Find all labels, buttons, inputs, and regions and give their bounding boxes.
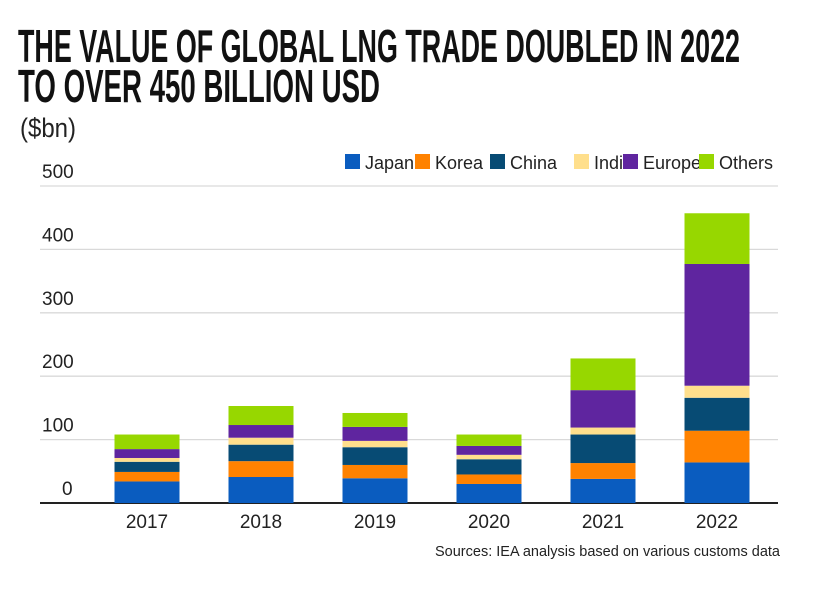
bar-segment-korea-2019 <box>342 464 408 479</box>
bar-segment-japan-2022 <box>684 462 750 503</box>
x-tick-label: 2021 <box>582 512 624 533</box>
bar-segment-europe-2022 <box>684 263 750 386</box>
chart-title-line2: TO OVER 450 BILLION USD <box>18 60 380 112</box>
bar-segment-india-2019 <box>342 440 408 448</box>
bar-segment-india-2020 <box>456 454 522 460</box>
bar-segment-korea-2017 <box>114 471 180 482</box>
bar-segment-china-2022 <box>684 397 750 431</box>
bar-segment-japan-2018 <box>228 477 294 503</box>
legend-swatch <box>574 154 589 169</box>
y-axis-unit: ($bn) <box>20 113 76 143</box>
source-note: Sources: IEA analysis based on various c… <box>435 543 781 560</box>
bar-stack-2021 <box>570 358 636 503</box>
legend-swatch <box>490 154 505 169</box>
bar-segment-japan-2021 <box>570 478 636 503</box>
bar-stack-2022 <box>684 213 750 503</box>
bar-segment-china-2020 <box>456 459 522 475</box>
x-tick-label: 2020 <box>468 512 510 533</box>
x-tick-label: 2019 <box>354 512 396 533</box>
bar-segment-others-2022 <box>684 213 750 264</box>
bar-segment-europe-2019 <box>342 426 408 441</box>
bar-segment-korea-2018 <box>228 461 294 478</box>
bar-segment-others-2020 <box>456 434 522 446</box>
y-tick-label: 200 <box>42 352 74 373</box>
bar-segment-others-2018 <box>228 405 294 426</box>
bar-segment-india-2021 <box>570 427 636 435</box>
bar-segment-europe-2018 <box>228 425 294 438</box>
bar-segment-korea-2020 <box>456 474 522 484</box>
bar-segment-japan-2017 <box>114 481 180 503</box>
bar-stack-2020 <box>456 434 522 503</box>
chart-title: THE VALUE OF GLOBAL LNG TRADE DOUBLED IN… <box>18 20 740 72</box>
bar-segment-india-2022 <box>684 385 750 398</box>
bar-segment-china-2018 <box>228 444 294 462</box>
legend-label: Europe <box>643 153 701 173</box>
bar-segment-others-2019 <box>342 412 408 427</box>
bar-segment-others-2017 <box>114 434 180 450</box>
bar-segment-china-2021 <box>570 434 636 464</box>
y-tick-label: 0 <box>62 479 73 500</box>
legend-swatch <box>623 154 638 169</box>
y-tick-label: 400 <box>42 225 74 246</box>
bar-segment-korea-2021 <box>570 463 636 479</box>
legend-swatch <box>345 154 360 169</box>
legend-label: Others <box>719 153 773 173</box>
bar-segment-japan-2019 <box>342 478 408 503</box>
x-tick-label: 2018 <box>240 512 282 533</box>
bar-segment-korea-2022 <box>684 430 750 463</box>
y-tick-label: 300 <box>42 289 74 310</box>
bar-segment-china-2017 <box>114 461 180 472</box>
legend-swatch <box>415 154 430 169</box>
legend-swatch <box>699 154 714 169</box>
legend-label: China <box>510 153 558 173</box>
bar-segment-others-2021 <box>570 358 636 391</box>
legend-label: Japan <box>365 153 414 173</box>
bar-segment-india-2017 <box>114 457 180 462</box>
bar-stack-2019 <box>342 412 408 503</box>
bar-segment-india-2018 <box>228 437 294 445</box>
bar-stack-2017 <box>114 434 180 503</box>
x-tick-label: 2022 <box>696 512 738 533</box>
legend-item-japan: Japan <box>345 153 414 173</box>
bar-segment-europe-2017 <box>114 449 180 458</box>
y-tick-label: 500 <box>42 162 74 183</box>
bar-stack-2018 <box>228 405 294 503</box>
legend-item-china: China <box>490 153 558 173</box>
y-tick-label: 100 <box>42 416 74 437</box>
bar-segment-china-2019 <box>342 447 408 465</box>
legend-item-korea: Korea <box>415 153 484 173</box>
bar-segment-europe-2021 <box>570 390 636 428</box>
legend-label: Korea <box>435 153 484 173</box>
bar-segment-japan-2020 <box>456 483 522 503</box>
bar-segment-europe-2020 <box>456 445 522 455</box>
legend-item-europe: Europe <box>623 153 701 173</box>
x-tick-label: 2017 <box>126 512 168 533</box>
legend-item-others: Others <box>699 153 773 173</box>
